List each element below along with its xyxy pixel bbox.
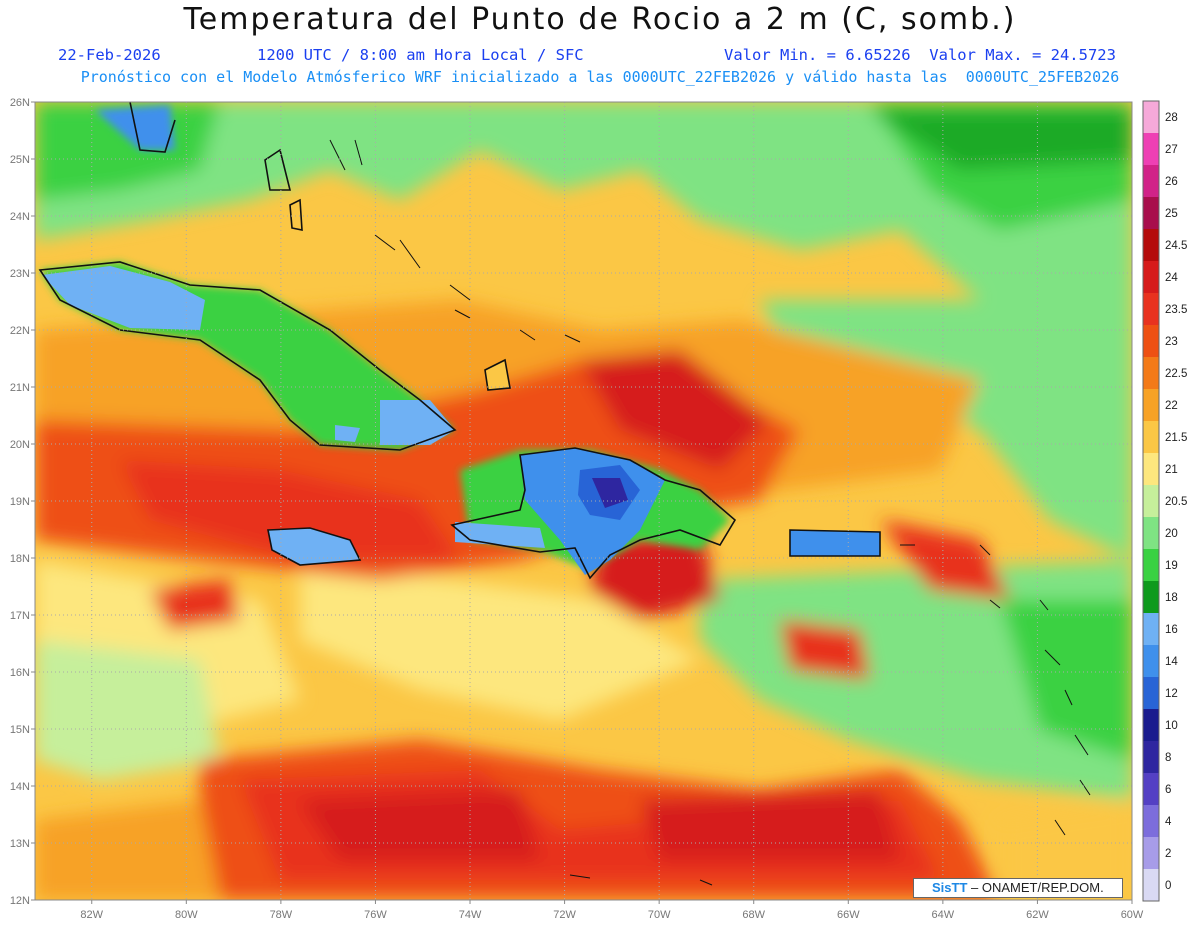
latitude-labels: 26N 25N 24N 23N 22N 21N 20N 19N 18N 17N 16N 15N 14N 1… [10,97,35,907]
colorbar-label: 12 [1165,688,1178,700]
colorbar-swatch [1143,421,1159,453]
colorbar-swatch [1143,165,1159,197]
lat-label: 12N [10,895,30,907]
colorbar-swatch [1143,709,1159,741]
colorbar-label: 23.5 [1165,304,1187,316]
colorbar-frame [1142,100,1160,902]
colorbar-label: 10 [1165,720,1178,732]
credit-text: – ONAMET/REP.DOM. [971,880,1104,895]
colorbar-label: 6 [1165,784,1171,796]
colorbar-label: 23 [1165,336,1178,348]
map-title: Temperatura del Punto de Rocio a 2 m (C,… [183,2,1017,37]
colorbar-label: 14 [1165,656,1178,668]
colorbar-swatch [1143,453,1159,485]
lon-label: 80W [175,909,198,921]
longitude-labels: 82W 80W 78W 76W 74W 72W 70W 68W 66W 64W 62W 60W [80,900,1144,921]
lon-label: 82W [80,909,103,921]
colorbar-swatch [1143,325,1159,357]
colorbar-label: 20 [1165,528,1178,540]
colorbar-label: 4 [1165,816,1172,828]
lat-label: 22N [10,325,30,337]
colorbar-swatch [1143,581,1159,613]
lat-label: 21N [10,382,30,394]
lat-label: 26N [10,97,30,109]
colorbar-swatch [1143,197,1159,229]
lon-label: 78W [270,909,293,921]
colorbar-swatch [1143,133,1159,165]
lat-label: 24N [10,211,30,223]
lat-label: 16N [10,667,30,679]
lon-label: 64W [932,909,955,921]
lon-label: 62W [1026,909,1049,921]
colorbar-swatch [1143,293,1159,325]
colorbar-legend: 2827262524.52423.52322.52221.52120.52019… [1142,100,1187,902]
colorbar-swatch [1143,229,1159,261]
forecast-date: 22-Feb-2026 [58,46,161,64]
colorbar-swatch [1143,357,1159,389]
colorbar-label: 24 [1165,272,1178,284]
credit-box: SisTT – ONAMET/REP.DOM. [913,878,1123,898]
lat-label: 15N [10,724,30,736]
lon-label: 76W [364,909,387,921]
colorbar-swatch [1143,805,1159,837]
lon-label: 68W [742,909,765,921]
colorbar-label: 21 [1165,464,1178,476]
sistt-logo: SisTT [932,880,968,895]
colorbar-swatch [1143,517,1159,549]
colorbar-label: 2 [1165,848,1171,860]
colorbar-label: 27 [1165,144,1178,156]
forecast-time: 1200 UTC / 8:00 am Hora Local / SFC [257,46,584,64]
colorbar-label: 28 [1165,112,1178,124]
colorbar-swatch [1143,613,1159,645]
colorbar-label: 24.5 [1165,240,1187,252]
colorbar-swatch [1143,677,1159,709]
colorbar-label: 26 [1165,176,1178,188]
colorbar-swatch [1143,389,1159,421]
lat-label: 23N [10,268,30,280]
colorbar-label: 22 [1165,400,1178,412]
model-info: Pronóstico con el Modelo Atmósferico WRF… [80,68,1120,86]
colorbar-label: 25 [1165,208,1178,220]
colorbar-swatch [1143,261,1159,293]
grid-lines [35,102,1132,900]
colorbar-swatch [1143,645,1159,677]
colorbar-swatch [1143,101,1159,133]
colorbar-swatch [1143,837,1159,869]
lon-label: 72W [553,909,576,921]
colorbar-label: 18 [1165,592,1178,604]
lat-label: 20N [10,439,30,451]
lat-label: 25N [10,154,30,166]
lon-label: 60W [1121,909,1144,921]
colorbar-swatch [1143,549,1159,581]
colorbar-label: 0 [1165,880,1171,892]
lat-label: 19N [10,496,30,508]
colorbar-label: 21.5 [1165,432,1187,444]
lat-label: 17N [10,610,30,622]
colorbar-label: 22.5 [1165,368,1187,380]
lon-label: 74W [459,909,482,921]
colorbar-label: 8 [1165,752,1171,764]
lat-label: 13N [10,838,30,850]
lon-label: 66W [837,909,860,921]
colorbar-label: 19 [1165,560,1178,572]
min-max-values: Valor Min. = 6.65226 Valor Max. = 24.572… [724,46,1116,64]
colorbar-label: 16 [1165,624,1178,636]
colorbar-swatch [1143,741,1159,773]
lon-label: 70W [648,909,671,921]
colorbar-label: 20.5 [1165,496,1187,508]
colorbar-swatch [1143,869,1159,901]
colorbar-swatch [1143,485,1159,517]
colorbar-swatch [1143,773,1159,805]
lat-label: 14N [10,781,30,793]
lat-label: 18N [10,553,30,565]
